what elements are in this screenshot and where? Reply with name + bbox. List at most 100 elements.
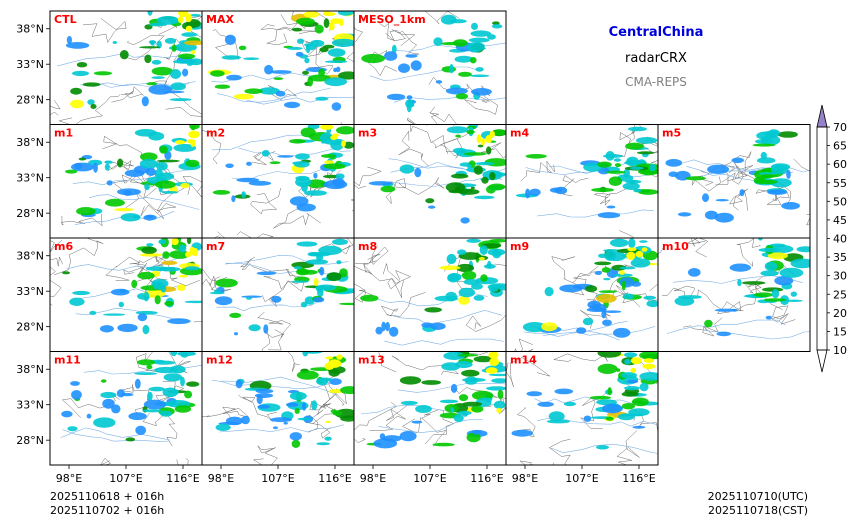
panel-m7: m7 [201, 237, 355, 352]
echo-cell [314, 24, 324, 34]
boundary-line [120, 384, 150, 417]
echo-cell [756, 157, 776, 164]
echo-cell [269, 161, 281, 165]
panel-map-content [202, 351, 354, 465]
echo-cell [135, 310, 158, 315]
y-tick-label: 28°N [16, 94, 44, 107]
boundary-line [82, 18, 127, 44]
echo-cell [678, 295, 702, 299]
echo-cell [277, 155, 294, 158]
river-line [217, 87, 331, 103]
echo-cell [619, 270, 625, 275]
echo-cell [302, 402, 307, 411]
panel-label: m9 [510, 240, 529, 253]
echo-cell [624, 358, 631, 365]
echo-cell [134, 378, 141, 389]
echo-cell [147, 391, 153, 401]
colorbar-frame [816, 126, 828, 351]
footer-valid-cst: 2025110718(CST) [708, 504, 808, 517]
echo-cell [299, 269, 318, 275]
echo-cell [595, 293, 617, 303]
echo-cell [786, 169, 791, 179]
echo-core [190, 139, 196, 147]
panel-label: m13 [358, 354, 385, 367]
echo-cell [450, 407, 455, 413]
echo-cell [289, 432, 302, 441]
panel-frame [657, 237, 811, 352]
colorbar-label: 15 [833, 325, 847, 338]
echo-cell [464, 376, 478, 385]
echo-cell [522, 322, 547, 333]
echo-cell [451, 173, 469, 179]
echo-cell [333, 67, 338, 73]
echo-cell [463, 279, 480, 285]
echo-cell [297, 417, 312, 421]
echo-cell [602, 403, 623, 414]
echo-cell [151, 59, 162, 65]
echo-cell [70, 381, 80, 386]
echo-cell [158, 239, 167, 245]
echo-cell [458, 295, 470, 305]
echo-cell [471, 405, 484, 413]
echo-cell [147, 11, 153, 16]
footer-init-utc: 2025110618 + 016h [50, 490, 164, 503]
echo-cell [603, 310, 622, 314]
echo-cell [488, 183, 506, 191]
echo-cell [117, 158, 124, 168]
echo-cell [424, 307, 443, 313]
echo-cell [616, 368, 621, 372]
echo-cell [313, 172, 318, 179]
echo-cell [445, 182, 466, 193]
panel-map-content [50, 11, 202, 125]
boundary-line [424, 11, 460, 25]
boundary-line [391, 355, 460, 375]
echo-cell [174, 405, 192, 413]
echo-cell [139, 253, 163, 257]
echo-core [174, 140, 186, 145]
echo-cell [226, 74, 242, 81]
boundary-line [516, 407, 536, 437]
echo-cell [244, 88, 263, 94]
echo-cell [304, 57, 310, 64]
echo-cell [425, 198, 435, 204]
echo-cell [159, 145, 168, 154]
echo-cell [308, 74, 331, 82]
river-line [397, 382, 506, 393]
echo-cell [184, 390, 193, 399]
boundary-line [266, 14, 298, 46]
boundary-line [354, 283, 374, 303]
boundary-line [639, 142, 658, 154]
echo-cell [330, 409, 338, 414]
echo-cell [146, 82, 158, 86]
panel-m5: m5 [657, 124, 811, 239]
echo-cell [336, 126, 354, 135]
echo-cell [169, 250, 190, 259]
echo-cell [488, 373, 506, 377]
echo-cell [496, 407, 502, 414]
echo-cell [781, 202, 800, 210]
panel-label: MESO_1km [358, 13, 426, 26]
echo-cell [610, 238, 629, 248]
echo-cell [639, 382, 649, 392]
echo-cell [770, 164, 789, 175]
echo-cell [160, 284, 167, 293]
boundary-line [378, 351, 397, 373]
panel-label: m14 [510, 354, 537, 367]
echo-cell [169, 98, 192, 102]
echo-cell [361, 53, 385, 64]
river-line [701, 329, 810, 340]
echo-cell [111, 404, 121, 414]
echo-cell [82, 82, 101, 87]
echo-cell [466, 129, 475, 135]
boundary-line [54, 238, 104, 276]
echo-core [171, 238, 179, 246]
echo-cell [626, 379, 639, 384]
boundary-line [202, 268, 228, 282]
echo-cell [375, 326, 383, 335]
panel-label: m3 [358, 127, 377, 140]
echo-cell [443, 351, 466, 360]
echo-cell [432, 442, 455, 447]
echo-cell [611, 264, 627, 271]
echo-cell [87, 99, 95, 105]
echo-cell [65, 169, 78, 174]
